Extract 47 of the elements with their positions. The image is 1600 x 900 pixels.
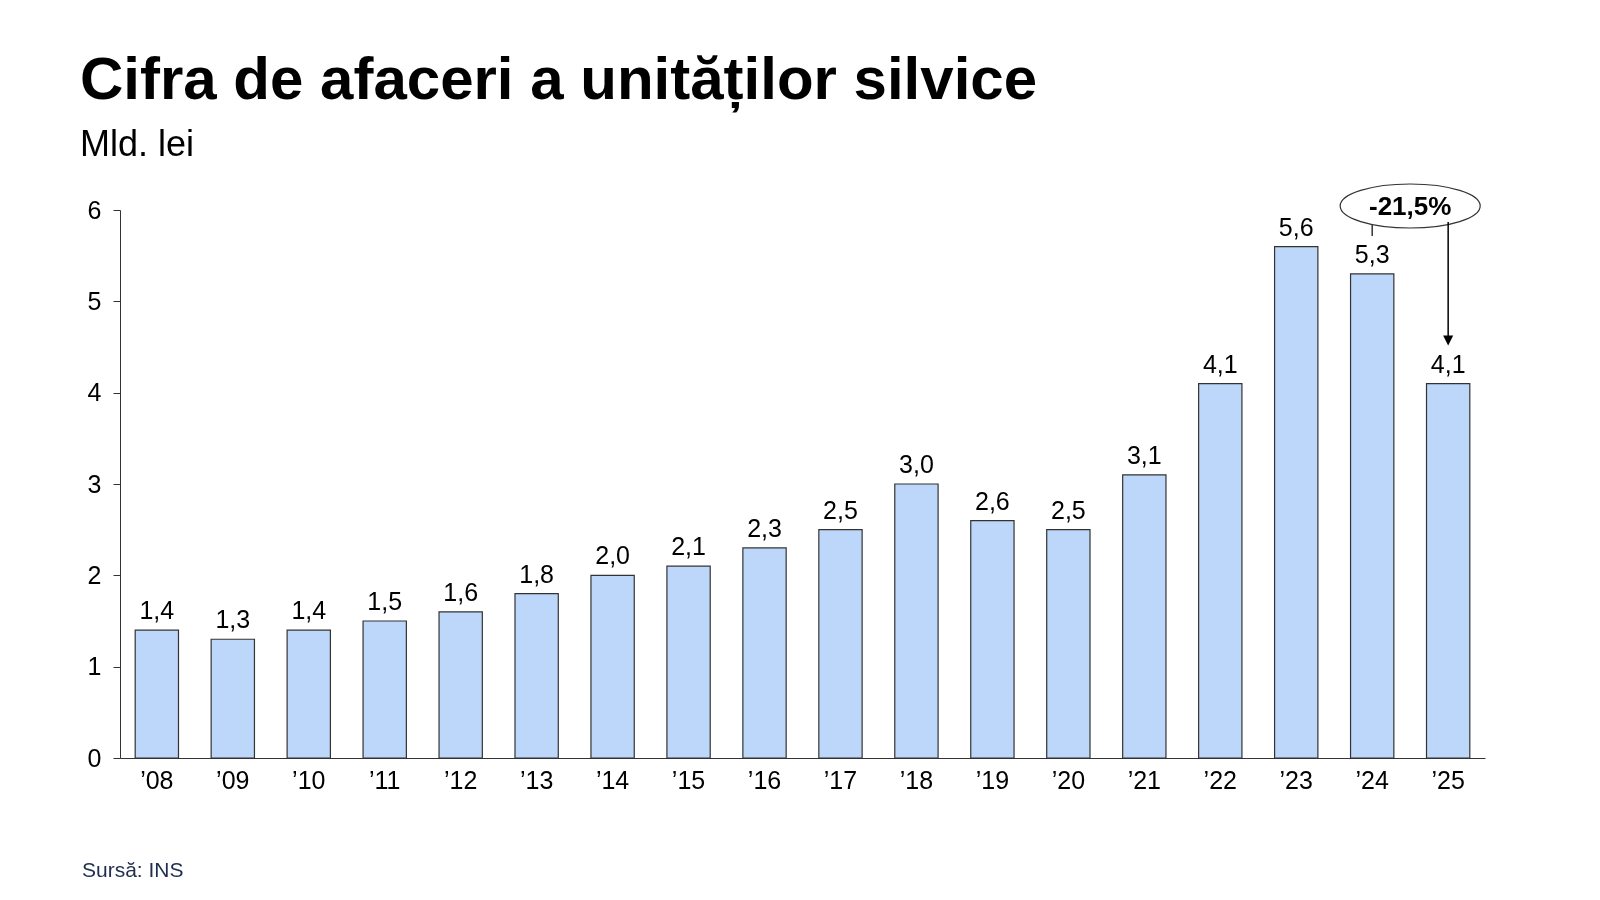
- y-tick-label: 5: [87, 286, 102, 315]
- data-label: 3,0: [899, 450, 934, 478]
- annotation: -21,5%: [1368, 191, 1452, 221]
- x-tick-label: ’12: [443, 765, 478, 794]
- y-tick-label: 2: [87, 560, 102, 589]
- data-label: 3,1: [1126, 440, 1162, 469]
- text: Sursă: INS: [82, 858, 184, 882]
- data-label: 2,5: [1050, 495, 1086, 524]
- data-label: 5,6: [1278, 212, 1314, 241]
- y-tick-label: 6: [87, 195, 102, 224]
- x-tick-label: ’19: [975, 765, 1010, 794]
- x-tick-label: ’18: [899, 765, 934, 794]
- x-tick-label: ’16: [747, 765, 782, 794]
- chart-subtitle: Mld. lei: [80, 123, 195, 164]
- x-tick-label: ’10: [292, 765, 326, 794]
- data-label: 5,3: [1354, 239, 1390, 268]
- x-tick-label: ’11: [368, 765, 401, 794]
- y-tick-label: 1: [87, 652, 102, 681]
- x-tick-label: ’13: [519, 765, 554, 794]
- data-label: 2,1: [671, 532, 706, 561]
- x-tick-label: ’25: [1431, 765, 1465, 794]
- data-label: 2,0: [595, 541, 630, 570]
- data-label: 1,5: [367, 587, 403, 615]
- data-label: 1,4: [291, 596, 327, 625]
- data-label: 1,8: [519, 559, 555, 588]
- chart-title: Cifra de afaceri a unităților silvice: [80, 45, 1038, 113]
- y-tick-label: 0: [87, 743, 102, 772]
- x-tick-label: ’09: [216, 765, 250, 794]
- x-tick-label: ’14: [595, 765, 630, 794]
- y-tick-label: 3: [87, 469, 102, 498]
- x-tick-label: ’15: [671, 765, 706, 794]
- data-label: 1,6: [443, 577, 479, 606]
- x-tick-label: ’20: [1051, 765, 1086, 794]
- data-label: 2,6: [975, 486, 1010, 515]
- data-label: 4,1: [1202, 349, 1238, 378]
- data-label: 2,5: [823, 495, 858, 524]
- data-label: 4,1: [1430, 349, 1466, 378]
- x-tick-label: ’21: [1127, 765, 1162, 794]
- x-tick-label: ’23: [1279, 765, 1313, 794]
- x-tick-label: ’24: [1355, 765, 1389, 794]
- y-tick-label: 4: [87, 378, 102, 407]
- data-label: 2,3: [747, 513, 782, 542]
- data-label: 1,3: [215, 605, 251, 634]
- data-label: 1,4: [139, 596, 175, 625]
- x-tick-label: ’17: [823, 765, 858, 794]
- x-tick-label: ’22: [1203, 765, 1237, 794]
- x-tick-label: ’08: [140, 765, 174, 794]
